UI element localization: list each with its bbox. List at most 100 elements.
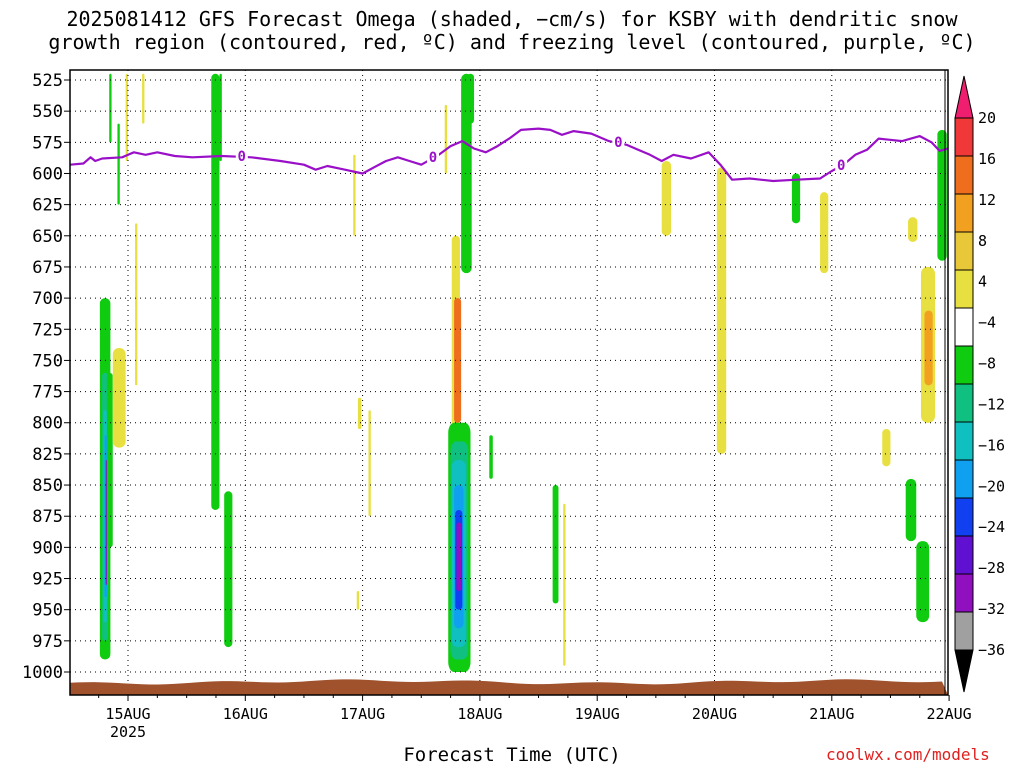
x-tick-label: 19AUG <box>575 705 620 723</box>
y-tick-label: 675 <box>32 258 63 278</box>
x-tick-label: 20AUG <box>692 705 737 723</box>
colorbar-label: −28 <box>978 559 1005 577</box>
omega-region <box>908 217 918 243</box>
y-tick-label: 700 <box>32 289 63 309</box>
colorbar-segment <box>954 535 974 575</box>
chart-title-line-2: growth region (contoured, red, ºC) and f… <box>48 30 976 54</box>
y-tick-label: 950 <box>32 601 63 621</box>
omega-region <box>661 161 672 236</box>
omega-region <box>905 478 917 542</box>
colorbar-segment <box>954 421 974 461</box>
colorbar-segment <box>954 117 974 157</box>
x-tick-label: 22AUG <box>927 705 972 723</box>
omega-region <box>356 590 360 610</box>
y-tick-label: 875 <box>32 507 63 527</box>
omega-region <box>109 73 112 143</box>
freezing-level-label: 0 <box>614 135 622 151</box>
omega-region <box>552 485 559 604</box>
omega-shading <box>99 73 947 672</box>
colorbar-top-arrow <box>954 75 974 119</box>
y-tick-label: 600 <box>32 164 63 184</box>
omega-region <box>489 435 493 479</box>
omega-region <box>916 541 930 623</box>
y-tick-label: 850 <box>32 476 63 496</box>
freezing-level-line <box>69 127 949 183</box>
terrain-shape <box>70 679 948 695</box>
omega-region <box>882 428 891 467</box>
colorbar-segment <box>954 497 974 537</box>
y-tick-label: 775 <box>32 383 63 403</box>
omega-region <box>563 503 566 666</box>
plot-border <box>69 69 949 696</box>
omega-region <box>368 410 371 517</box>
y-tick-label: 550 <box>32 102 63 122</box>
colorbar-label: −32 <box>978 600 1005 618</box>
y-tick-label: 975 <box>32 632 63 652</box>
freezing-level-label-bg <box>835 157 848 172</box>
y-tick-label: 900 <box>32 538 63 558</box>
omega-region <box>357 397 362 429</box>
freezing-level-contour: 0 0 0 0 <box>69 127 949 183</box>
x-tick-label: 21AUG <box>809 705 854 723</box>
omega-region <box>112 347 126 448</box>
omega-region <box>456 522 462 591</box>
y-axis-ticks: 525 550 575 600 625 650 675 700 725 750 775 800 825 8… <box>22 71 70 683</box>
freezing-level-label-bg <box>426 150 439 165</box>
colorbar-label: 16 <box>978 150 996 168</box>
omega-region <box>105 460 107 585</box>
colorbar-label: 12 <box>978 191 996 209</box>
colorbar-segment <box>954 611 974 651</box>
y-tick-label: 750 <box>32 351 63 371</box>
omega-region <box>224 491 233 648</box>
chart-title: 2025081412 GFS Forecast Omega (shaded, −… <box>0 8 1024 54</box>
omega-region <box>106 372 113 548</box>
colorbar-label: 8 <box>978 232 987 250</box>
omega-region <box>219 73 222 162</box>
omega-region <box>211 73 220 510</box>
omega-region <box>461 73 472 274</box>
omega-region <box>142 73 145 124</box>
y-tick-label: 825 <box>32 445 63 465</box>
y-tick-label: 625 <box>32 196 63 216</box>
colorbar-label: −16 <box>978 436 1005 454</box>
colorbar-segment <box>954 573 974 613</box>
omega-region <box>353 154 356 236</box>
omega-region <box>716 167 727 454</box>
colorbar-label: −24 <box>978 518 1005 536</box>
colorbar-segment <box>954 459 974 499</box>
colorbar: 20 16 12 8 4 −4 −8 −12 −16 −20 −24 −28 −32 −36 <box>954 75 1005 693</box>
omega-region <box>117 123 120 205</box>
colorbar-label: −12 <box>978 395 1005 413</box>
colorbar-segment <box>954 155 974 195</box>
colorbar-segment <box>954 193 974 233</box>
x-tick-label: 15AUG <box>105 705 150 723</box>
y-tick-label: 725 <box>32 320 63 340</box>
colorbar-label: −4 <box>978 314 996 332</box>
colorbar-label: 20 <box>978 109 996 127</box>
omega-region <box>444 104 448 174</box>
colorbar-label: −36 <box>978 641 1005 659</box>
colorbar-label: −20 <box>978 477 1005 495</box>
y-tick-label: 800 <box>32 414 63 434</box>
omega-region <box>820 192 829 274</box>
credit-text: coolwx.com/models <box>826 745 990 764</box>
freezing-level-label: 0 <box>837 158 845 174</box>
x-tick-label: 16AUG <box>223 705 268 723</box>
y-tick-label: 575 <box>32 133 63 153</box>
colorbar-label: −8 <box>978 355 996 373</box>
freezing-level-label-bg <box>612 135 625 150</box>
x-tick-label: 18AUG <box>457 705 502 723</box>
colorbar-segment <box>954 307 974 347</box>
omega-region <box>135 223 138 386</box>
freezing-level-label-bg <box>235 148 248 163</box>
x-tick-sublabel: 2025 <box>110 723 146 741</box>
terrain-band <box>70 679 948 695</box>
y-tick-label: 925 <box>32 570 63 590</box>
freezing-level-label: 0 <box>238 149 246 165</box>
omega-region <box>924 310 933 386</box>
omega-region <box>791 173 801 224</box>
omega-region <box>466 73 475 124</box>
